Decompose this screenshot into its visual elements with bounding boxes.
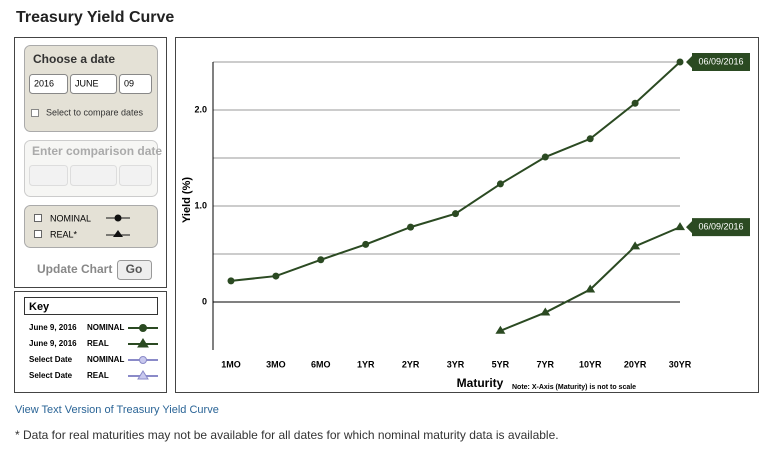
data-point — [586, 135, 594, 143]
real-checkbox[interactable] — [34, 230, 42, 238]
key-date: June 9, 2016 — [29, 339, 77, 348]
key-type: NOMINAL — [87, 355, 124, 364]
year-value: 2016 — [34, 78, 54, 88]
y-tick-label: 1.0 — [194, 200, 207, 210]
y-tick-label: 0 — [202, 296, 207, 306]
data-point — [630, 241, 641, 250]
key-type: NOMINAL — [87, 323, 124, 332]
end-label: 06/09/2016 — [698, 56, 743, 66]
data-point — [227, 277, 235, 285]
chart: 0 1.0 2.0 Yield (%) 1MO 3MO 6MO 1YR 2YR 3YR 5YR 7YR… — [181, 53, 750, 391]
series-toggles — [24, 205, 158, 248]
go-button[interactable] — [117, 260, 152, 280]
x-tick-label: 6MO — [311, 359, 331, 369]
key-rows: June 9, 2016 NOMINAL June 9, 2016 REAL Selec… — [29, 323, 158, 380]
x-tick-label: 1MO — [221, 359, 241, 369]
data-point — [540, 307, 551, 316]
data-point — [362, 240, 370, 248]
key-header — [24, 297, 158, 315]
key-marker — [139, 324, 147, 332]
chart-frame — [175, 37, 759, 393]
legend-marker — [113, 230, 123, 237]
x-tick-label: 2YR — [402, 359, 420, 369]
comparison-title: Enter comparison date — [32, 144, 162, 158]
x-tick-label: 7YR — [537, 359, 555, 369]
legend-marker — [114, 214, 122, 222]
year-select[interactable] — [29, 74, 68, 94]
compare-label: Select to compare dates — [46, 107, 144, 117]
date-picker-title: Choose a date — [33, 52, 115, 66]
data-point — [676, 58, 684, 66]
end-label: 06/09/2016 — [698, 221, 743, 231]
x-tick-label: 3YR — [447, 359, 465, 369]
end-label-box — [686, 53, 750, 71]
key-title: Key — [29, 301, 50, 313]
key-date: June 9, 2016 — [29, 323, 77, 332]
day-select[interactable] — [119, 74, 152, 94]
month-select[interactable] — [70, 74, 117, 94]
data-point — [496, 180, 504, 188]
x-tick-label: 5YR — [492, 359, 510, 369]
comparison-year — [29, 165, 68, 186]
data-point — [585, 284, 596, 293]
x-axis-label: Maturity — [457, 376, 504, 390]
page-title: Treasury Yield Curve — [16, 9, 174, 26]
update-label: Update Chart — [37, 262, 112, 276]
data-point — [272, 272, 280, 280]
x-tick-label: 1YR — [357, 359, 375, 369]
nominal-toggle-label: NOMINAL — [50, 213, 91, 223]
nominal-checkbox[interactable] — [34, 214, 42, 222]
key-date: Select Date — [29, 371, 73, 380]
end-label-box — [686, 218, 750, 237]
x-tick-label: 30YR — [669, 359, 692, 369]
compare-checkbox[interactable] — [31, 109, 39, 117]
real-toggle-label: REAL* — [50, 229, 78, 239]
go-button-label[interactable]: Go — [126, 262, 143, 276]
key-type: REAL — [87, 339, 109, 348]
key-date: Select Date — [29, 355, 73, 364]
y-tick-label: 2.0 — [194, 104, 207, 114]
data-point — [317, 256, 325, 264]
comparison-day — [119, 165, 152, 186]
comparison-month — [70, 165, 117, 186]
text-version-link[interactable]: View Text Version of Treasury Yield Curv… — [15, 404, 219, 416]
data-point — [541, 153, 549, 161]
x-tick-label: 10YR — [579, 359, 602, 369]
x-tick-label: 3MO — [266, 359, 286, 369]
data-point — [407, 223, 415, 231]
y-axis-label: Yield (%) — [181, 177, 193, 223]
data-point — [495, 325, 506, 334]
data-point — [675, 222, 685, 231]
key-marker — [137, 338, 149, 348]
key-marker — [137, 370, 149, 380]
day-value: 09 — [124, 78, 134, 88]
data-point — [631, 99, 639, 107]
key-marker — [139, 356, 147, 364]
key-type: REAL — [87, 371, 109, 380]
footnote: * Data for real maturities may not be av… — [15, 428, 559, 442]
month-value: JUNE — [75, 78, 99, 88]
data-point — [452, 210, 459, 218]
axis-note: Note: X-Axis (Maturity) is not to scale — [512, 384, 636, 391]
x-tick-label: 20YR — [624, 359, 647, 369]
